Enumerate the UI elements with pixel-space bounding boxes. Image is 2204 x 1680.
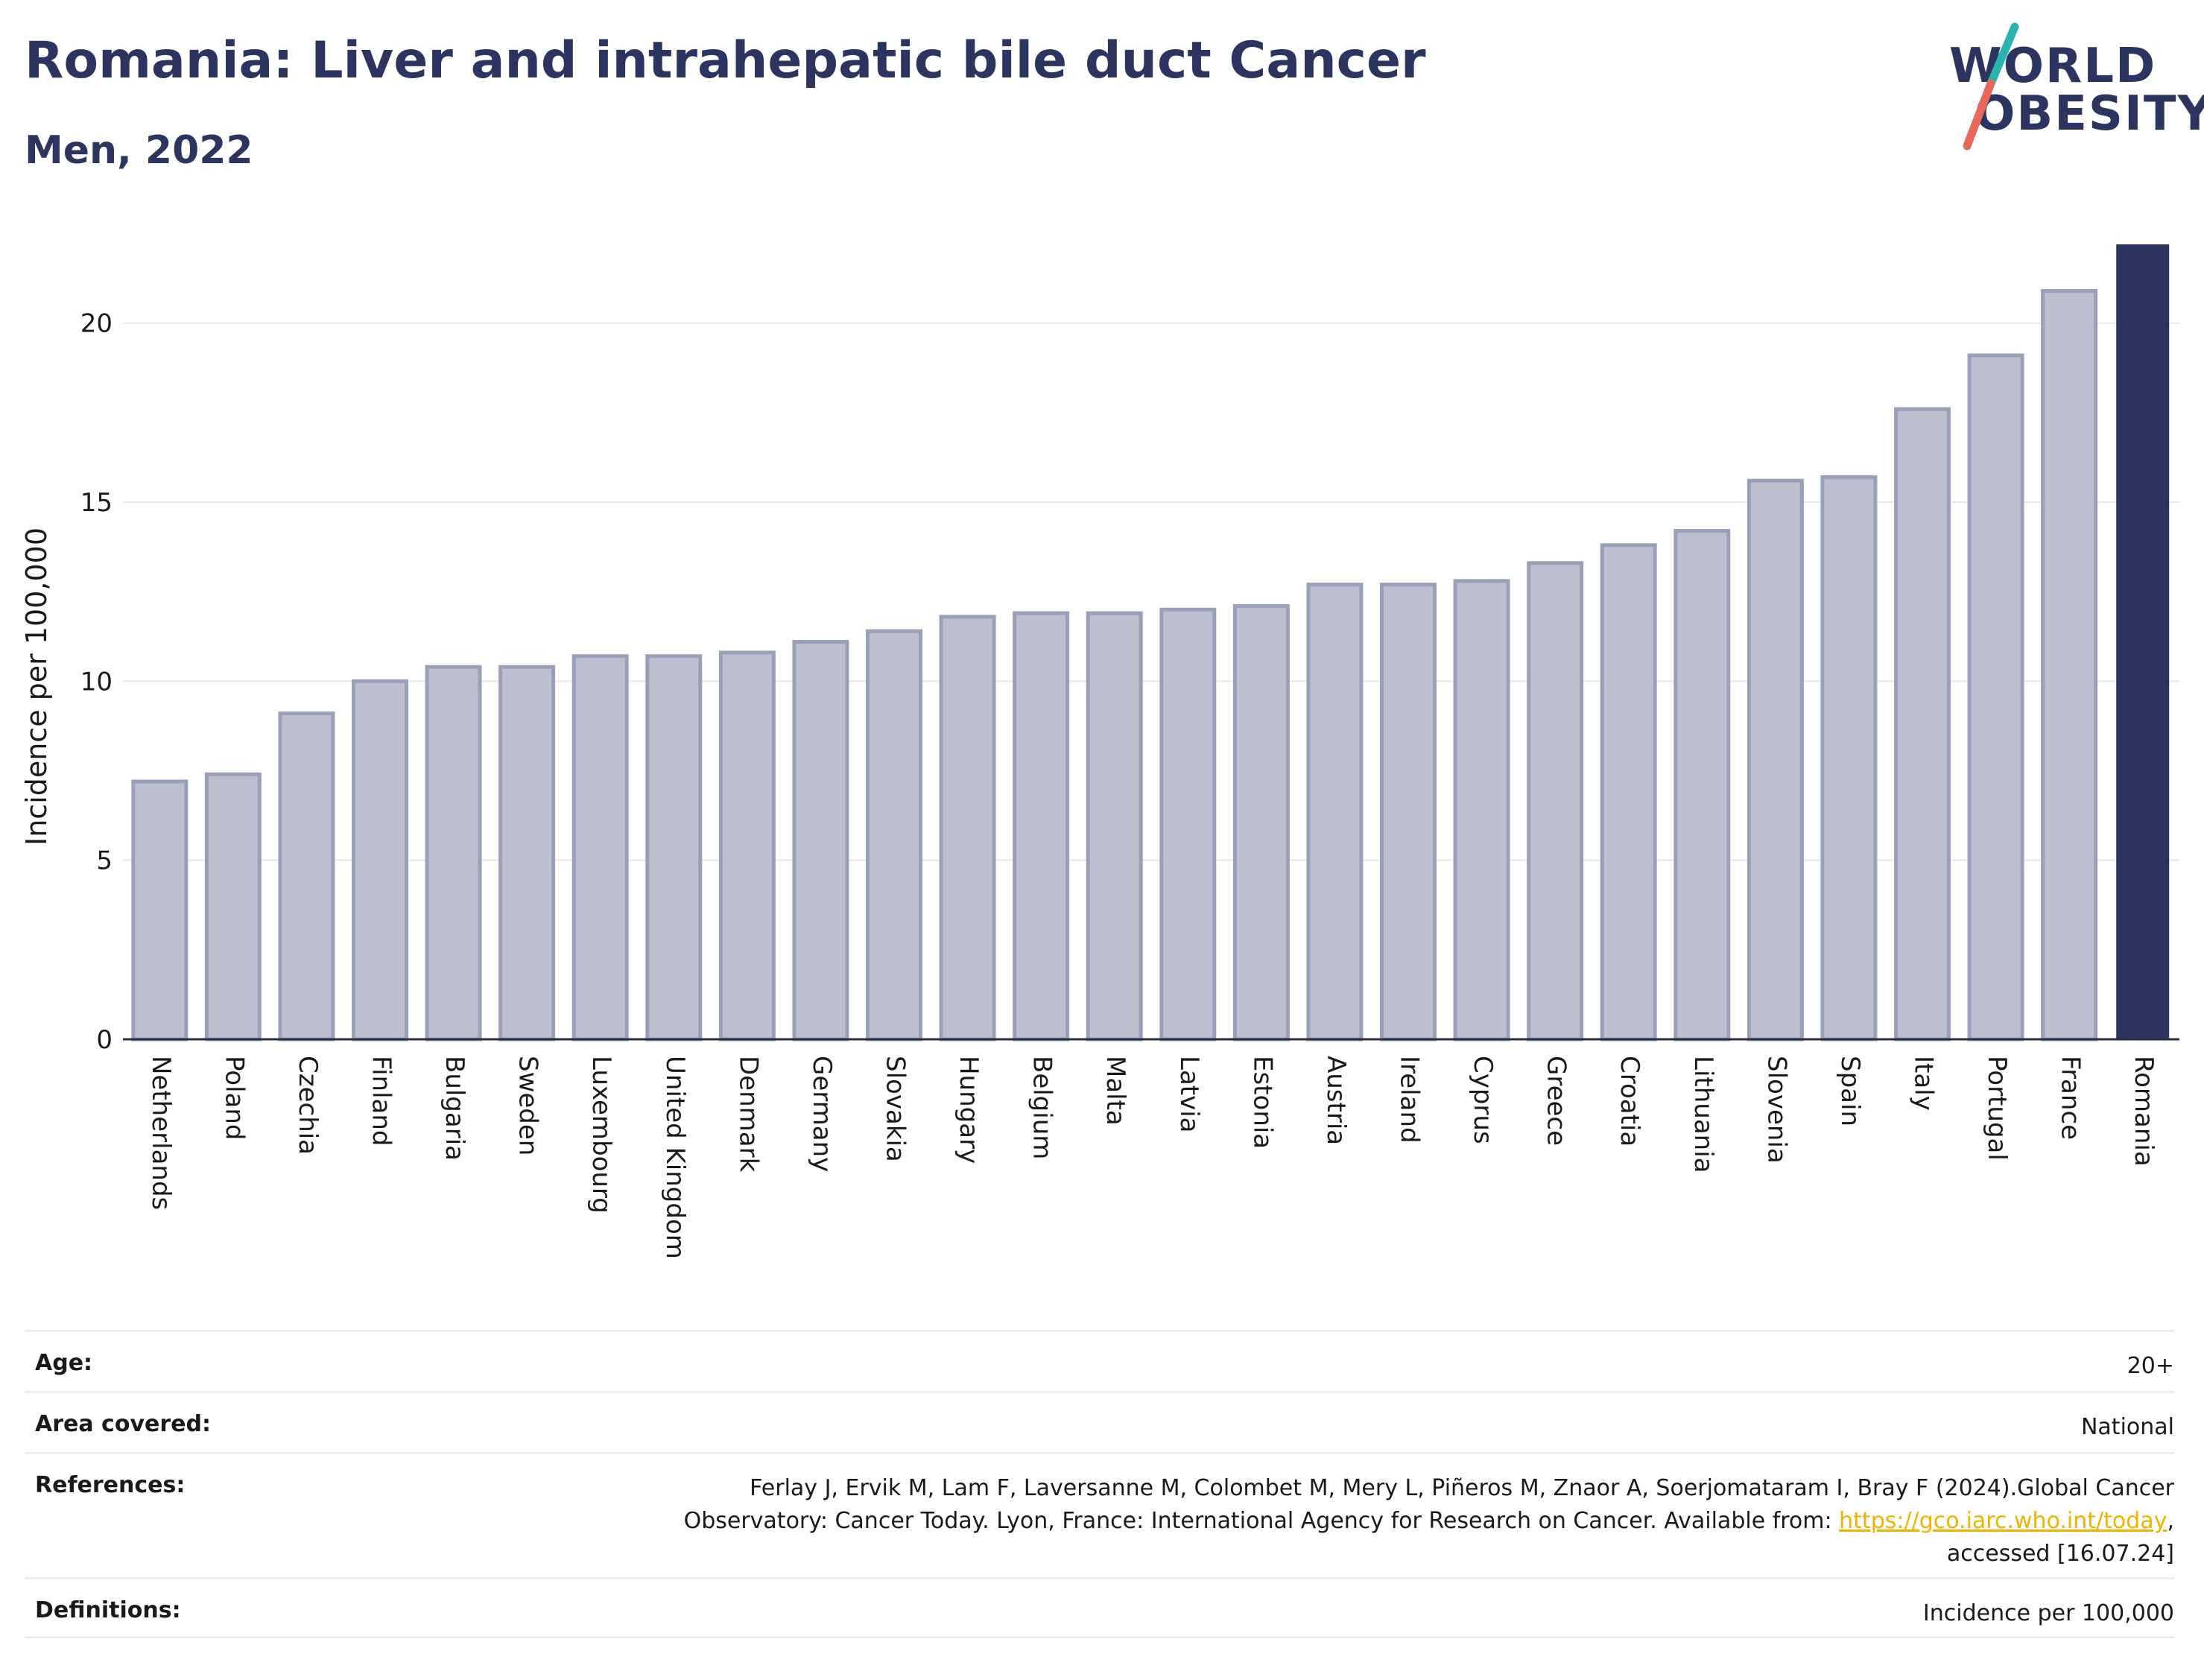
bar-greece <box>1527 561 1584 1042</box>
chart-title: Romania: Liver and intrahepatic bile duc… <box>25 31 1426 90</box>
bar-bulgaria <box>425 665 482 1042</box>
references-comma: , <box>2167 1508 2174 1534</box>
references-line3: accessed [16.07.24] <box>1946 1541 2174 1567</box>
x-tick-label: Czechia <box>293 1056 323 1155</box>
logo-slash-icon <box>1963 22 2019 150</box>
y-tick-label: 20 <box>80 309 113 339</box>
bar-romania <box>2116 244 2170 1039</box>
x-tick-label: Malta <box>1101 1056 1130 1126</box>
y-tick-label: 5 <box>96 846 113 876</box>
x-tick-label: Finland <box>367 1056 396 1147</box>
age-label: Age: <box>35 1350 93 1376</box>
bar-united-kingdom <box>645 654 703 1042</box>
x-tick-label: Germany <box>807 1056 837 1172</box>
x-tick-label: Poland <box>219 1056 249 1141</box>
x-tick-label: France <box>2056 1056 2086 1140</box>
chart-subtitle: Men, 2022 <box>25 128 253 173</box>
bar-portugal <box>1967 353 2024 1042</box>
logo-line2: OBESITY <box>1975 86 2204 142</box>
bar-poland <box>204 772 262 1042</box>
x-tick-label: Hungary <box>954 1056 984 1164</box>
info-row-area: Area covered: National <box>25 1391 2174 1452</box>
bars <box>131 244 2170 1042</box>
bar-czechia <box>278 711 335 1042</box>
bar-slovakia <box>866 629 922 1042</box>
y-tick-label: 0 <box>96 1025 113 1055</box>
references-value: Ferlay J, Ervik M, Lam F, Laversanne M, … <box>684 1472 2174 1570</box>
bar-cyprus <box>1453 579 1510 1042</box>
x-tick-label: Croatia <box>1615 1056 1644 1147</box>
x-tick-label: Greece <box>1542 1056 1571 1146</box>
bar-italy <box>1894 407 1951 1042</box>
y-tick-labels: 0 5 10 15 20 <box>80 309 113 1055</box>
x-tick-label: Luxembourg <box>586 1056 616 1214</box>
age-value: 20+ <box>2127 1353 2174 1379</box>
bar-sweden <box>498 665 556 1042</box>
bar-ireland <box>1380 583 1437 1042</box>
x-tick-label: Slovakia <box>881 1056 911 1162</box>
x-tick-label: Bulgaria <box>440 1056 469 1161</box>
bar-lithuania <box>1673 529 1731 1042</box>
bar-germany <box>792 640 849 1042</box>
references-line2: Observatory: Cancer Today. Lyon, France:… <box>683 1508 1840 1534</box>
y-tick-label: 10 <box>80 667 113 697</box>
definitions-label: Definitions: <box>35 1597 181 1623</box>
x-tick-label: Cyprus <box>1468 1056 1498 1144</box>
bar-belgium <box>1013 611 1070 1042</box>
x-tick-label: Austria <box>1321 1056 1351 1145</box>
bar-france <box>2041 288 2098 1042</box>
bar-netherlands <box>131 779 189 1042</box>
bar-chart: 0 5 10 15 20 Netherlands Poland Czechia Finland… <box>20 244 2179 1259</box>
bar-estonia <box>1232 603 1290 1042</box>
bar-luxembourg <box>571 654 629 1042</box>
y-tick-label: 15 <box>80 488 113 518</box>
area-covered-label: Area covered: <box>35 1411 211 1437</box>
x-tick-label: Lithuania <box>1688 1056 1718 1173</box>
x-tick-label: Spain <box>1835 1056 1865 1126</box>
x-tick-label: Ireland <box>1395 1056 1425 1144</box>
bar-croatia <box>1600 543 1657 1042</box>
area-covered-value: National <box>2080 1414 2174 1440</box>
bar-latvia <box>1159 607 1217 1042</box>
y-axis-label: Incidence per 100,000 <box>20 527 53 846</box>
x-tick-label: Latvia <box>1174 1056 1204 1133</box>
x-tick-label: Slovenia <box>1761 1056 1791 1164</box>
x-tick-label: Estonia <box>1247 1056 1277 1149</box>
x-tick-label: Romania <box>2129 1056 2159 1167</box>
bar-austria <box>1306 583 1364 1042</box>
x-tick-label: Netherlands <box>146 1056 176 1210</box>
references-label: References: <box>35 1472 186 1498</box>
x-tick-labels: Netherlands Poland Czechia Finland Bulgaria S… <box>146 1056 2159 1259</box>
bar-spain <box>1820 475 1878 1042</box>
x-tick-label: Belgium <box>1027 1056 1057 1159</box>
references-line1: Ferlay J, Ervik M, Lam F, Laversanne M, … <box>750 1475 2174 1501</box>
info-row-references: References: Ferlay J, Ervik M, Lam F, La… <box>25 1452 2174 1577</box>
x-tick-label: United Kingdom <box>660 1056 690 1259</box>
bar-finland <box>352 679 408 1042</box>
bar-slovenia <box>1747 478 1804 1042</box>
x-tick-label: Italy <box>1909 1056 1939 1111</box>
logo-line1: WORLD <box>1949 39 2157 94</box>
bar-denmark <box>718 650 776 1042</box>
info-row-age: Age: 20+ <box>25 1330 2174 1391</box>
definitions-value: Incidence per 100,000 <box>1922 1600 2174 1626</box>
info-table: Age: 20+ Area covered: National Referenc… <box>25 1330 2174 1638</box>
x-tick-label: Sweden <box>513 1056 543 1156</box>
x-tick-label: Denmark <box>733 1056 763 1173</box>
bar-hungary <box>939 615 996 1042</box>
world-obesity-logo: WORLD OBESITY <box>1937 22 2204 164</box>
bar-malta <box>1086 611 1143 1042</box>
info-row-definitions: Definitions: Incidence per 100,000 <box>25 1577 2174 1638</box>
x-tick-label: Portugal <box>1982 1056 2012 1161</box>
references-link[interactable]: https://gco.iarc.who.int/today <box>1839 1508 2167 1534</box>
